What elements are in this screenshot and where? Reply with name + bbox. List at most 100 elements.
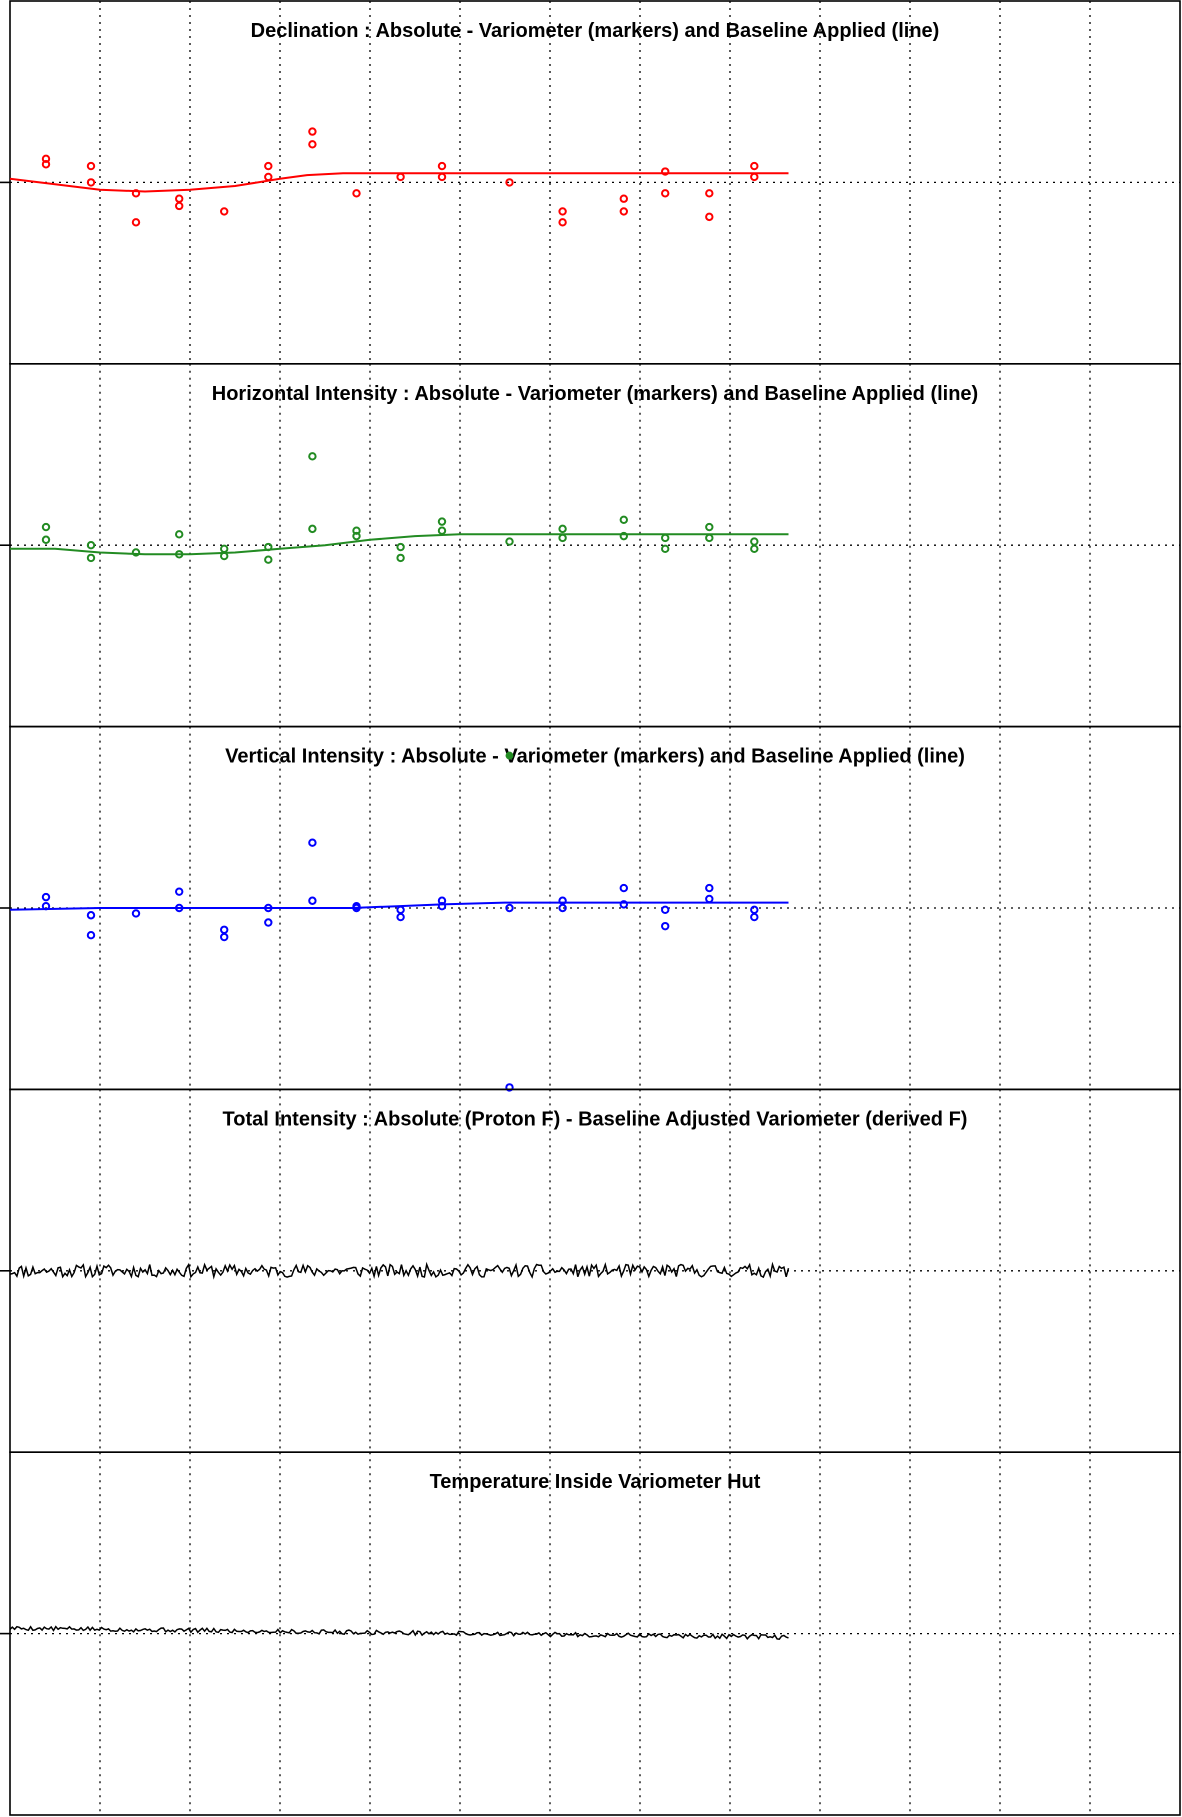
data-point (41, 160, 51, 169)
data-point (308, 127, 317, 136)
data-point (396, 905, 405, 915)
data-point (619, 883, 628, 893)
data-point (352, 903, 361, 913)
data-point (705, 894, 714, 904)
data-point (264, 161, 273, 171)
data-point (750, 172, 759, 182)
data-point (750, 161, 759, 171)
data-point (505, 751, 514, 760)
data-point (619, 207, 628, 216)
data-point (86, 161, 96, 171)
baseline-line (9, 172, 789, 193)
data-point (505, 537, 514, 546)
data-point (308, 452, 317, 461)
data-point (437, 526, 447, 535)
data-point (750, 544, 759, 554)
temperature-panel: Temperature Inside Variometer Hut (0, 1451, 1181, 1816)
data-point (558, 218, 567, 227)
data-point (308, 524, 317, 534)
data-point (705, 533, 714, 543)
panel-title: Vertical Intensity : Absolute - Variomet… (225, 746, 965, 768)
declination-panel: Declination : Absolute - Variometer (mar… (0, 0, 1181, 365)
data-point (264, 903, 273, 913)
data-point (505, 178, 514, 187)
data-point (131, 548, 141, 557)
data-point (131, 909, 141, 918)
data-point (661, 533, 670, 543)
data-point (661, 921, 670, 931)
data-point (86, 911, 96, 920)
data-point (619, 531, 628, 541)
data-point (750, 912, 759, 922)
data-point (352, 531, 361, 541)
data-point (705, 212, 714, 222)
data-point (705, 522, 714, 532)
data-point (558, 207, 567, 216)
data-point (86, 541, 96, 550)
panel-title: Total Intensity : Absolute (Proton F) - … (223, 1108, 968, 1130)
data-point (437, 172, 447, 182)
data-point (86, 178, 96, 187)
data-point (619, 515, 628, 525)
data-point (86, 931, 96, 940)
data-point (705, 883, 714, 893)
horizontal-intensity-panel: Horizontal Intensity : Absolute - Variom… (0, 362, 1181, 728)
data-point (437, 517, 447, 526)
data-point (396, 553, 405, 563)
series-line (9, 1261, 790, 1280)
data-point (175, 903, 184, 913)
data-point (505, 1083, 514, 1092)
panel-title: Horizontal Intensity : Absolute - Variom… (212, 383, 978, 405)
data-point (175, 194, 184, 203)
baseline-line (9, 901, 789, 911)
data-point (558, 533, 567, 543)
data-point (264, 542, 273, 552)
data-point (619, 900, 628, 909)
data-point (437, 901, 447, 911)
data-point (264, 555, 273, 564)
series-line (9, 1625, 789, 1641)
data-point (619, 194, 628, 203)
data-point (352, 189, 361, 198)
data-point (41, 901, 51, 911)
data-point (661, 167, 670, 176)
data-point (264, 918, 273, 927)
total-intensity-panel: Total Intensity : Absolute (Proton F) - … (0, 1088, 1181, 1454)
data-point (558, 524, 567, 534)
data-point (220, 207, 229, 216)
panel-title: Temperature Inside Variometer Hut (430, 1471, 761, 1493)
data-point (437, 161, 447, 171)
data-point (220, 544, 229, 554)
data-point (505, 903, 514, 913)
data-point (41, 522, 51, 532)
data-point (750, 905, 759, 915)
data-point (396, 912, 405, 922)
data-point (396, 172, 405, 182)
data-point (41, 535, 51, 544)
data-point (220, 551, 229, 561)
data-point (308, 896, 317, 905)
data-point (131, 189, 141, 198)
data-point (264, 172, 273, 182)
data-point (41, 892, 51, 902)
panel-frame (9, 1451, 1181, 1816)
panel-title: Declination : Absolute - Variometer (mar… (251, 20, 940, 42)
data-point (705, 189, 714, 198)
data-point (558, 903, 567, 913)
data-point (558, 896, 567, 905)
data-point (175, 530, 184, 539)
data-point (396, 542, 405, 552)
data-point (86, 553, 96, 563)
data-point (308, 140, 317, 149)
data-point (750, 537, 759, 546)
data-point (175, 887, 184, 896)
data-point (175, 550, 184, 559)
data-point (220, 925, 229, 934)
data-point (131, 218, 141, 227)
vertical-intensity-panel: Vertical Intensity : Absolute - Variomet… (0, 725, 1181, 1092)
data-point (308, 838, 317, 847)
data-point (220, 932, 229, 942)
data-point (175, 201, 184, 211)
data-point (661, 905, 670, 915)
